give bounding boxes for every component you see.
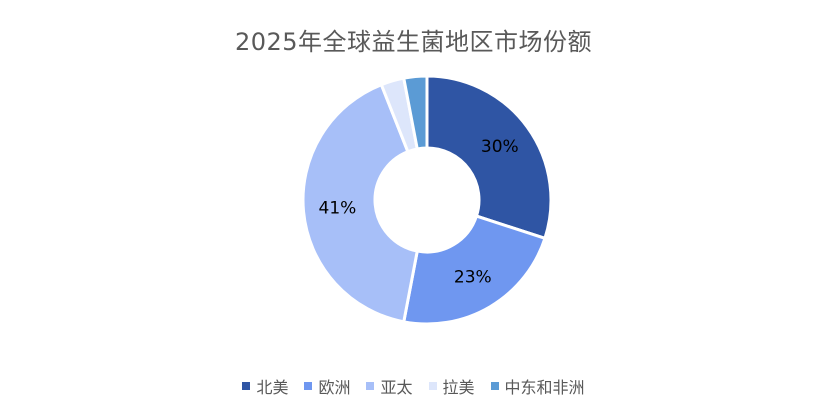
legend-label: 中东和非洲 xyxy=(504,378,585,397)
legend-label: 欧洲 xyxy=(318,378,351,397)
legend-label: 北美 xyxy=(256,378,289,397)
slices-group xyxy=(301,74,553,326)
slice-middle-east-africa xyxy=(402,74,429,151)
legend-label: 拉美 xyxy=(442,378,475,397)
legend-swatch xyxy=(242,382,251,390)
legend: 北美 欧洲 亚太 拉美 中东和非洲 xyxy=(0,374,827,398)
slice-north-america xyxy=(425,74,553,241)
legend-swatch xyxy=(366,382,375,390)
legend-item-north-america: 北美 xyxy=(242,374,288,398)
slice-europe xyxy=(402,214,547,326)
legend-item-europe: 欧洲 xyxy=(304,374,350,398)
legend-swatch xyxy=(490,382,499,390)
labels-group: 30% 23% 41% xyxy=(319,137,519,287)
chart-title: 2025年全球益生菌地区市场份额 xyxy=(234,28,593,56)
legend-swatch xyxy=(428,382,437,390)
data-label-north-america: 30% xyxy=(481,137,519,157)
legend-swatch xyxy=(304,382,313,390)
legend-item-latin-america: 拉美 xyxy=(428,374,475,398)
data-label-europe: 23% xyxy=(454,267,492,287)
slice-asia-pacific xyxy=(301,82,420,324)
legend-label: 亚太 xyxy=(380,378,413,397)
legend-item-asia-pacific: 亚太 xyxy=(366,374,413,398)
legend-item-middle-east-africa: 中东和非洲 xyxy=(490,374,585,398)
data-label-asia-pacific: 41% xyxy=(319,198,357,218)
